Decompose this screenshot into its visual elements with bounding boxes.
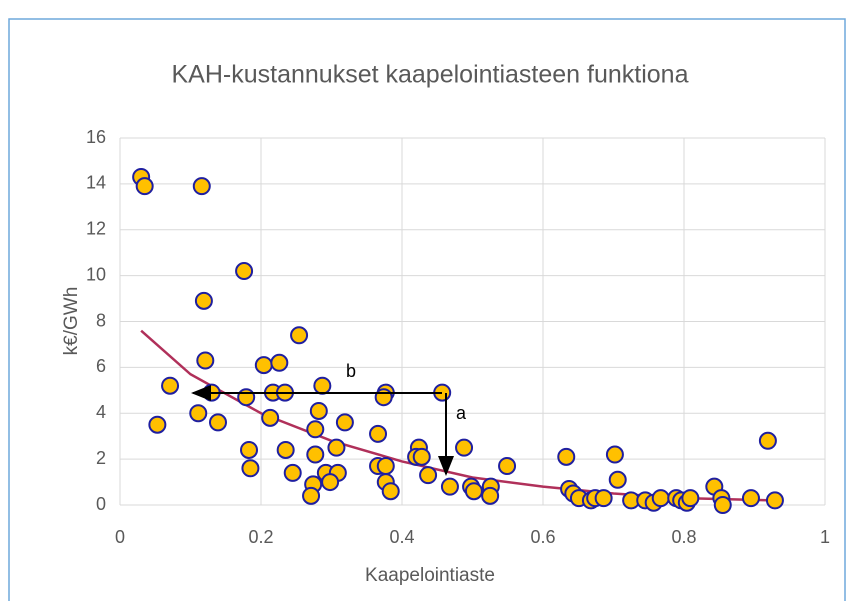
point <box>758 431 777 450</box>
point <box>464 482 483 501</box>
point <box>261 408 280 427</box>
y-tick-label: 2 <box>96 448 106 468</box>
x-tick-label: 0.2 <box>248 527 273 547</box>
x-tick-label: 0 <box>115 527 125 547</box>
point <box>189 404 208 423</box>
point <box>419 466 438 485</box>
point <box>327 438 346 457</box>
point <box>276 440 295 459</box>
point <box>290 326 309 345</box>
point <box>376 457 395 476</box>
chart-frame <box>8 18 846 606</box>
y-tick-label: 14 <box>86 173 106 193</box>
point <box>194 291 213 310</box>
point <box>306 420 325 439</box>
point <box>237 388 256 407</box>
point <box>498 457 517 476</box>
point <box>741 489 760 508</box>
point <box>196 351 215 370</box>
point <box>608 470 627 489</box>
point <box>440 477 459 496</box>
point <box>235 262 254 281</box>
annotation: b <box>346 361 356 381</box>
point <box>309 401 328 420</box>
y-tick-label: 6 <box>96 356 106 376</box>
point <box>313 376 332 395</box>
point <box>302 486 321 505</box>
point <box>241 459 260 478</box>
point <box>254 356 273 375</box>
point <box>335 413 354 432</box>
point <box>306 445 325 464</box>
point <box>135 177 154 196</box>
x-tick-label: 0.6 <box>530 527 555 547</box>
point <box>681 489 700 508</box>
point <box>148 415 167 434</box>
point <box>481 486 500 505</box>
marks <box>132 167 784 514</box>
y-tick-label: 0 <box>96 494 106 514</box>
point <box>369 424 388 443</box>
y-axis-label: k€/GWh <box>61 287 82 356</box>
point <box>765 491 784 510</box>
point <box>381 482 400 501</box>
point <box>557 447 576 466</box>
point <box>594 489 613 508</box>
point <box>713 496 732 514</box>
point <box>270 353 289 372</box>
point <box>412 447 431 466</box>
y-tick-label: 8 <box>96 310 106 330</box>
point <box>374 388 393 407</box>
y-tick-label: 16 <box>86 127 106 147</box>
point <box>605 445 624 464</box>
point <box>208 413 227 432</box>
point <box>161 376 180 395</box>
y-tick-label: 4 <box>96 402 106 422</box>
x-tick-label: 1 <box>820 527 830 547</box>
point <box>283 463 302 482</box>
chart-title: KAH-kustannukset kaapelointiasteen funkt… <box>172 61 689 89</box>
annotation: a <box>456 403 467 423</box>
y-tick-label: 12 <box>86 219 106 239</box>
point <box>192 177 211 196</box>
point <box>240 440 259 459</box>
x-tick-label: 0.8 <box>671 527 696 547</box>
y-tick-label: 10 <box>86 264 106 284</box>
point <box>321 473 340 492</box>
x-tick-label: 0.4 <box>389 527 414 547</box>
point <box>455 438 474 457</box>
x-axis-label: Kaapelointiaste <box>365 565 495 586</box>
point <box>651 489 670 508</box>
